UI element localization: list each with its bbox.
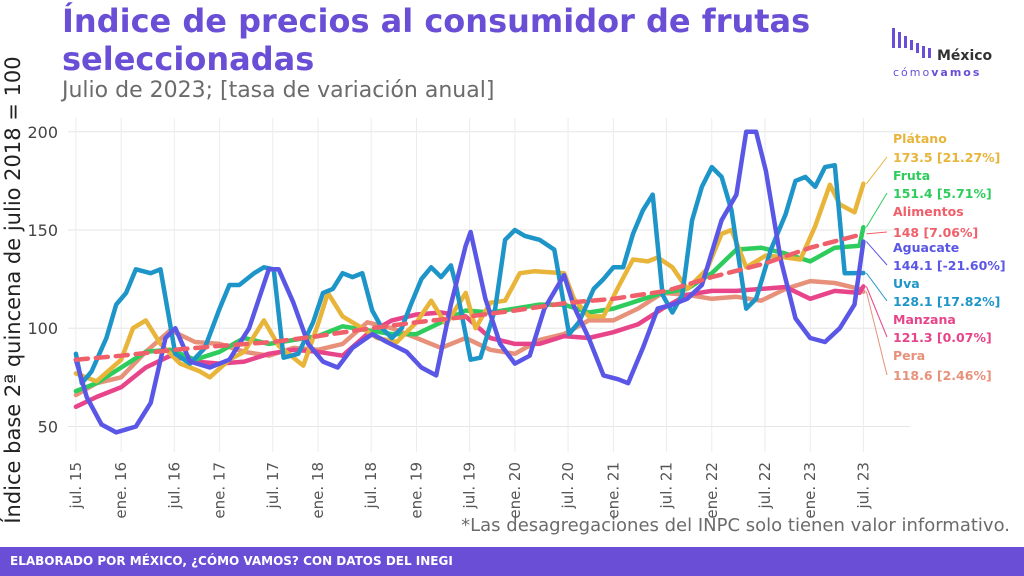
bars-logo-icon xyxy=(892,28,931,58)
legend-name: Fruta xyxy=(893,168,930,183)
leader-line xyxy=(865,156,888,185)
legend-name: Alimentos xyxy=(893,204,964,219)
logo-name: México xyxy=(937,48,993,64)
leader-line xyxy=(866,241,888,266)
legend-name: Plátano xyxy=(893,131,947,146)
page-title: Índice de precios al consumidor de fruta… xyxy=(62,2,811,78)
series-line-alimentos xyxy=(73,231,866,362)
legend-value: 118.6 [2.46%] xyxy=(893,368,992,383)
legend-name: Uva xyxy=(893,276,920,291)
logo-tag-light: cómo xyxy=(893,66,932,79)
x-tick-label: jul. 21 xyxy=(658,462,676,509)
y-tick-label: 100 xyxy=(27,319,58,338)
x-tick-label: jul. 20 xyxy=(559,462,577,509)
legend-value: 148 [7.06%] xyxy=(893,225,978,240)
logo-tag-bold: vamos xyxy=(931,66,982,79)
legend-value: 151.4 [5.71%] xyxy=(893,186,992,201)
series-line-fruta xyxy=(73,224,866,394)
footnote: *Las desagregaciones del INPC solo tiene… xyxy=(461,515,1010,536)
x-tick-label: jul. 18 xyxy=(362,462,380,509)
legend-value: 144.1 [-21.60%] xyxy=(893,258,1006,273)
leader-line xyxy=(865,192,888,228)
x-tick-label: jul. 23 xyxy=(854,462,872,509)
x-tick-label: ene. 20 xyxy=(506,462,524,519)
y-tick-label: 50 xyxy=(38,417,58,436)
leader-line xyxy=(866,231,888,235)
leader-line xyxy=(865,272,888,302)
legend-name: Pera xyxy=(893,348,925,363)
x-tick-label: jul. 22 xyxy=(756,462,774,509)
series-line-plátano xyxy=(73,181,866,384)
footer-text: ELABORADO POR MÉXICO, ¿CÓMO VAMOS? CON D… xyxy=(10,554,453,568)
series-line-aguacate xyxy=(73,129,866,435)
x-tick-label: jul. 17 xyxy=(264,462,282,509)
x-tick-label: ene. 21 xyxy=(604,462,622,519)
footer-bar: ELABORADO POR MÉXICO, ¿CÓMO VAMOS? CON D… xyxy=(0,547,1024,576)
x-tick-label: jul. 15 xyxy=(67,462,85,509)
legend-name: Manzana xyxy=(893,312,956,327)
x-tick-label: ene. 23 xyxy=(801,462,819,519)
x-tick-label: ene. 19 xyxy=(407,462,425,519)
leader-line xyxy=(865,291,888,376)
legend-value: 128.1 [17.82%] xyxy=(893,294,1000,309)
y-tick-label: 200 xyxy=(27,123,58,142)
logo-tagline: cómovamos xyxy=(893,66,981,79)
x-tick-label: jul. 19 xyxy=(461,462,479,509)
price-index-chart: 50 100 150 200 jul. 15 ene. 16 jul. 16 ene. 17 j… xyxy=(0,56,1006,523)
y-axis-title: Índice base 2ª quincena de julio 2018 = … xyxy=(0,56,25,523)
legend-value: 173.5 [21.27%] xyxy=(893,150,1000,165)
x-tick-label: ene. 17 xyxy=(211,462,229,519)
series-line-uva xyxy=(73,162,866,386)
legend-value: 121.3 [0.07%] xyxy=(893,330,992,345)
x-tick-label: ene. 22 xyxy=(703,462,721,519)
x-tick-label: jul. 16 xyxy=(165,462,183,509)
legend-name: Aguacate xyxy=(893,240,959,255)
x-tick-label: ene. 18 xyxy=(309,462,327,519)
x-tick-label: ene. 16 xyxy=(112,462,130,519)
page-subtitle: Julio de 2023; [tasa de variación anual] xyxy=(62,78,495,103)
leader-line xyxy=(865,286,888,338)
y-tick-label: 150 xyxy=(27,221,58,240)
